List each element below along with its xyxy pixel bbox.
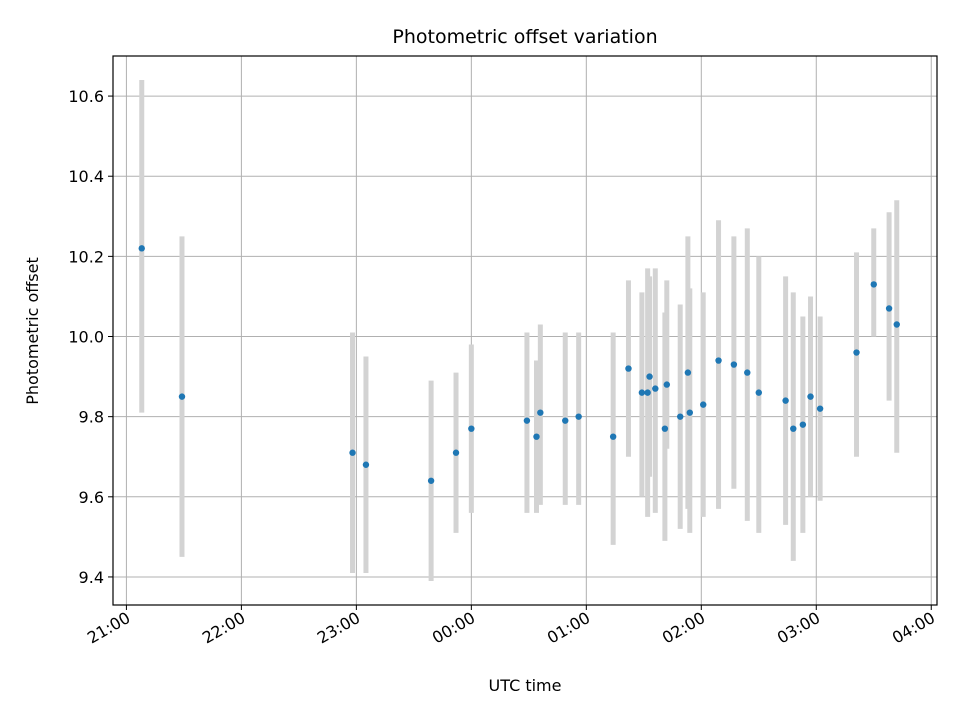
x-axis-label: UTC time [489, 676, 562, 695]
y-tick-label: 9.6 [79, 488, 104, 507]
data-point [799, 421, 807, 428]
data-point [885, 305, 893, 312]
data-point [782, 397, 789, 404]
y-tick-label: 10.0 [68, 328, 104, 347]
data-point [686, 409, 693, 416]
data-point [523, 417, 531, 424]
y-axis-label: Photometric offset [23, 257, 42, 405]
data-point [533, 433, 540, 440]
data-point [677, 413, 684, 420]
data-point [609, 433, 617, 440]
data-point [575, 413, 582, 420]
data-point [870, 281, 877, 288]
y-tick-label: 10.2 [68, 247, 104, 266]
data-point [730, 361, 738, 368]
data-point [427, 477, 435, 484]
data-point [790, 425, 797, 432]
data-point [362, 461, 370, 468]
data-point [452, 449, 460, 456]
data-point [652, 385, 659, 392]
data-point [625, 365, 632, 372]
y-tick-label: 10.4 [68, 167, 104, 186]
data-point [638, 389, 646, 396]
data-point [893, 321, 900, 328]
data-point [700, 401, 707, 408]
data-point [349, 449, 356, 456]
data-point [468, 425, 475, 432]
data-point [537, 409, 544, 416]
y-tick-label: 10.6 [68, 87, 104, 106]
plot-frame [112, 55, 938, 606]
data-point [178, 393, 186, 400]
data-point [644, 389, 651, 396]
data-point [816, 405, 824, 412]
data-point [853, 349, 860, 356]
data-point [744, 369, 751, 376]
chart-title: Photometric offset variation [392, 26, 657, 48]
y-tick-label: 9.4 [79, 568, 104, 587]
data-point [715, 357, 722, 364]
data-point [684, 369, 692, 376]
data-point [138, 245, 145, 252]
data-point [755, 389, 762, 396]
data-point [661, 425, 669, 432]
data-point [663, 381, 671, 388]
data-point [646, 373, 653, 380]
data-points [138, 245, 900, 484]
y-axis: 9.4 9.6 9.8 10.0 10.2 10.4 10.6 [68, 87, 113, 587]
data-point [807, 393, 814, 400]
y-tick-label: 9.8 [79, 408, 104, 427]
data-point [562, 417, 569, 424]
